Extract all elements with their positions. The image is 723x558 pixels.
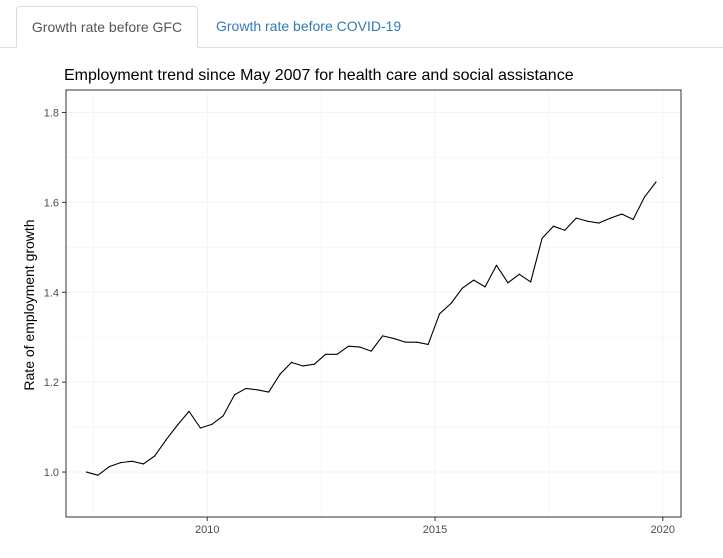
data-point bbox=[359, 346, 361, 348]
data-point bbox=[211, 423, 213, 426]
data-point bbox=[632, 218, 634, 221]
data-point bbox=[404, 341, 406, 343]
chart-container: Employment trend since May 2007 for heal… bbox=[0, 48, 723, 553]
data-point bbox=[325, 353, 327, 355]
y-tick-label: 1.6 bbox=[44, 197, 59, 209]
grid-lines bbox=[66, 90, 681, 517]
data-point bbox=[587, 220, 589, 222]
data-point bbox=[165, 439, 167, 441]
data-point bbox=[268, 391, 270, 393]
series-layer bbox=[85, 181, 657, 476]
data-point bbox=[199, 427, 201, 429]
tab-growth-before-gfc[interactable]: Growth rate before GFC bbox=[16, 6, 198, 48]
x-tick-label: 2010 bbox=[195, 524, 219, 536]
data-point bbox=[313, 363, 315, 365]
data-point bbox=[290, 361, 293, 363]
data-point bbox=[108, 466, 110, 468]
data-point bbox=[279, 373, 281, 375]
data-point bbox=[575, 217, 577, 219]
data-point bbox=[598, 222, 600, 224]
data-point bbox=[530, 281, 532, 283]
chart-title: Employment trend since May 2007 for heal… bbox=[64, 67, 574, 84]
data-point bbox=[393, 337, 395, 340]
y-axis: 1.0 1.2 1.4 1.6 1.8 bbox=[44, 107, 66, 479]
y-axis-label: Rate of employment growth bbox=[21, 219, 37, 390]
data-point bbox=[120, 462, 122, 464]
data-point bbox=[564, 229, 566, 231]
data-point bbox=[188, 410, 190, 412]
data-point bbox=[473, 279, 475, 281]
tab-bar-divider bbox=[0, 47, 723, 48]
data-point bbox=[347, 345, 350, 347]
data-point bbox=[416, 341, 418, 343]
series-line bbox=[86, 181, 657, 476]
data-point bbox=[131, 460, 133, 462]
data-point bbox=[655, 181, 657, 183]
data-point bbox=[518, 273, 520, 275]
data-point bbox=[427, 343, 429, 345]
y-tick-label: 1.2 bbox=[44, 377, 59, 389]
data-point bbox=[233, 394, 236, 396]
plot-panel-border bbox=[65, 89, 682, 518]
data-point bbox=[495, 264, 498, 266]
data-point bbox=[336, 353, 338, 355]
tab-growth-before-covid[interactable]: Growth rate before COVID-19 bbox=[216, 18, 402, 34]
data-point bbox=[507, 282, 509, 284]
data-point bbox=[643, 196, 646, 198]
tab-bar: Growth rate before GFC Growth rate befor… bbox=[0, 0, 723, 48]
data-point bbox=[222, 415, 224, 417]
x-tick-label: 2020 bbox=[651, 524, 675, 536]
data-point bbox=[450, 302, 452, 305]
x-tick-label: 2015 bbox=[423, 524, 447, 536]
y-tick-label: 1.4 bbox=[44, 287, 59, 299]
data-point bbox=[256, 389, 258, 391]
data-point bbox=[552, 225, 555, 227]
data-point bbox=[154, 455, 156, 457]
data-point bbox=[484, 286, 486, 288]
data-point bbox=[438, 313, 441, 315]
data-point bbox=[302, 365, 304, 367]
data-point bbox=[97, 474, 99, 476]
data-point bbox=[609, 217, 611, 219]
data-point bbox=[461, 287, 463, 289]
data-point bbox=[85, 471, 88, 473]
line-chart: Employment trend since May 2007 for heal… bbox=[21, 67, 682, 536]
data-point bbox=[370, 350, 372, 352]
data-point bbox=[142, 463, 145, 465]
y-tick-label: 1.8 bbox=[44, 107, 59, 119]
x-axis: 2010 2015 2020 bbox=[195, 517, 675, 536]
data-point bbox=[245, 387, 247, 390]
data-point bbox=[177, 424, 179, 426]
data-point bbox=[541, 237, 543, 239]
y-tick-label: 1.0 bbox=[44, 467, 59, 479]
data-point bbox=[382, 335, 384, 337]
data-point bbox=[621, 213, 623, 215]
